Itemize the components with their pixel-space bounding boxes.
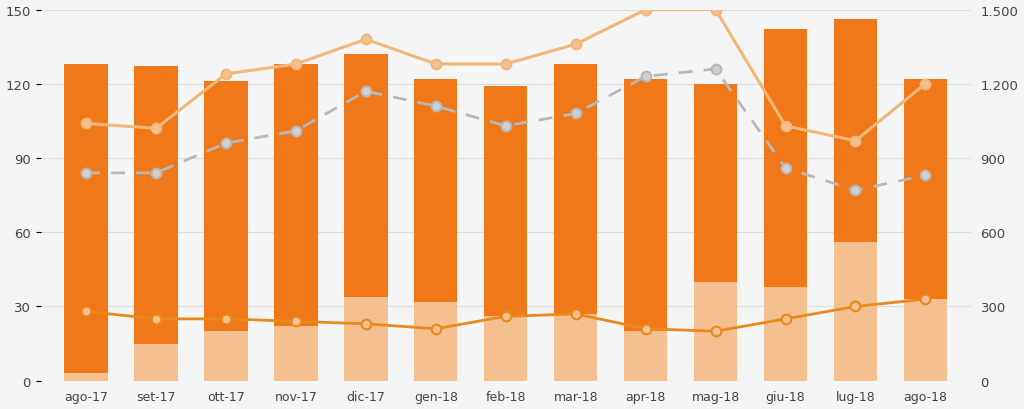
Bar <box>554 65 597 381</box>
Bar <box>65 65 108 381</box>
Bar <box>554 314 597 381</box>
Bar <box>274 326 317 381</box>
Bar <box>764 287 807 381</box>
Bar <box>904 80 947 381</box>
Bar <box>344 55 387 381</box>
Bar <box>694 85 737 381</box>
Bar <box>414 80 458 381</box>
Bar <box>205 331 248 381</box>
Bar <box>764 30 807 381</box>
Bar <box>904 299 947 381</box>
Bar <box>274 65 317 381</box>
Bar <box>205 82 248 381</box>
Bar <box>484 317 527 381</box>
Bar <box>65 373 108 381</box>
Bar <box>624 331 668 381</box>
Bar <box>134 67 178 381</box>
Bar <box>484 87 527 381</box>
Bar <box>624 80 668 381</box>
Bar <box>694 282 737 381</box>
Bar <box>344 297 387 381</box>
Bar <box>834 20 878 381</box>
Bar <box>834 243 878 381</box>
Bar <box>414 302 458 381</box>
Bar <box>134 344 178 381</box>
